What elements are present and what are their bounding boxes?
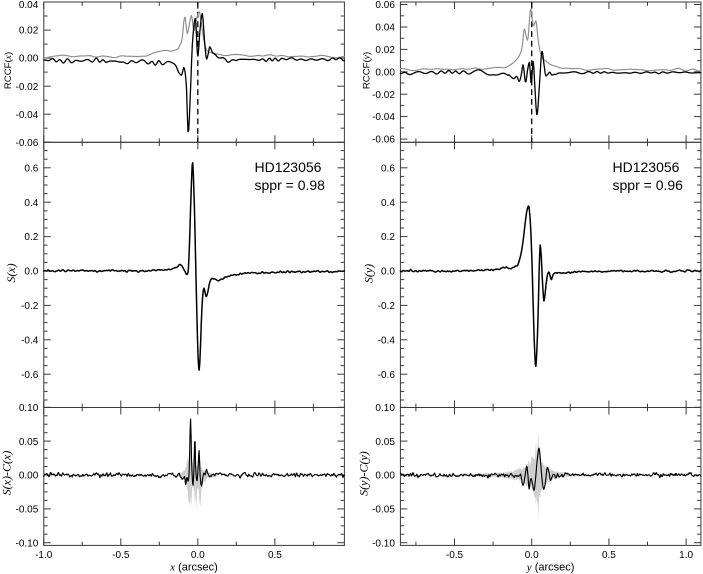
svg-text:-1.0: -1.0 [35,550,53,561]
svg-text:x (arcsec): x (arcsec) [169,562,218,574]
svg-text:0.05: 0.05 [19,437,39,448]
svg-text:S(x): S(x) [4,263,18,282]
svg-text:0.10: 0.10 [19,403,39,414]
svg-text:0.00: 0.00 [19,471,39,482]
svg-text:sppr = 0.98: sppr = 0.98 [255,177,326,193]
svg-text:-0.4: -0.4 [378,335,396,346]
svg-text:-0.2: -0.2 [378,301,396,312]
svg-text:0.00: 0.00 [375,471,395,482]
svg-text:-0.5: -0.5 [446,550,464,561]
svg-text:0.0: 0.0 [24,267,38,278]
svg-text:0.2: 0.2 [381,232,395,243]
svg-text:S(y): S(y) [362,264,376,283]
svg-text:-0.5: -0.5 [112,550,130,561]
svg-text:0.04: 0.04 [375,23,395,34]
svg-text:0.6: 0.6 [24,163,38,174]
svg-text:0.4: 0.4 [24,198,38,209]
svg-text:RCCF(y): RCCF(y) [362,52,373,89]
svg-text:-0.06: -0.06 [372,135,395,146]
svg-text:-0.05: -0.05 [16,505,39,516]
svg-text:0.06: 0.06 [375,0,395,11]
svg-text:0.2: 0.2 [24,232,38,243]
svg-text:sppr = 0.96: sppr = 0.96 [613,177,684,193]
svg-text:0.0: 0.0 [525,550,539,561]
svg-text:S(x)-C(x): S(x)-C(x) [0,451,14,496]
svg-text:1.0: 1.0 [679,550,693,561]
svg-text:0.10: 0.10 [375,403,395,414]
svg-text:HD123056: HD123056 [613,159,680,175]
svg-text:HD123056: HD123056 [255,159,322,175]
svg-text:-0.05: -0.05 [372,505,395,516]
svg-text:-0.02: -0.02 [16,82,39,93]
svg-text:-0.6: -0.6 [21,370,39,381]
svg-text:-0.2: -0.2 [21,301,39,312]
svg-text:0.6: 0.6 [381,163,395,174]
svg-text:0.00: 0.00 [19,54,39,65]
svg-text:RCCF(x): RCCF(x) [3,52,14,89]
svg-text:0.5: 0.5 [268,550,282,561]
svg-text:-0.6: -0.6 [378,370,396,381]
svg-text:0.00: 0.00 [375,67,395,78]
svg-text:0.0: 0.0 [381,267,395,278]
svg-text:0.05: 0.05 [375,437,395,448]
svg-text:-0.04: -0.04 [16,110,39,121]
svg-text:-0.10: -0.10 [16,538,39,549]
svg-text:y (arcsec): y (arcsec) [526,562,575,574]
svg-text:0.5: 0.5 [602,550,616,561]
svg-text:0.04: 0.04 [19,0,39,11]
svg-text:0.0: 0.0 [191,550,205,561]
svg-text:0.02: 0.02 [375,45,395,56]
svg-text:-0.06: -0.06 [16,138,39,149]
svg-text:-0.10: -0.10 [372,538,395,549]
svg-text:-0.4: -0.4 [21,335,39,346]
svg-text:S(y)-C(y): S(y)-C(y) [357,451,371,496]
svg-text:-0.02: -0.02 [372,90,395,101]
svg-text:0.4: 0.4 [381,198,395,209]
svg-text:-0.04: -0.04 [372,112,395,123]
svg-text:0.02: 0.02 [19,26,39,37]
